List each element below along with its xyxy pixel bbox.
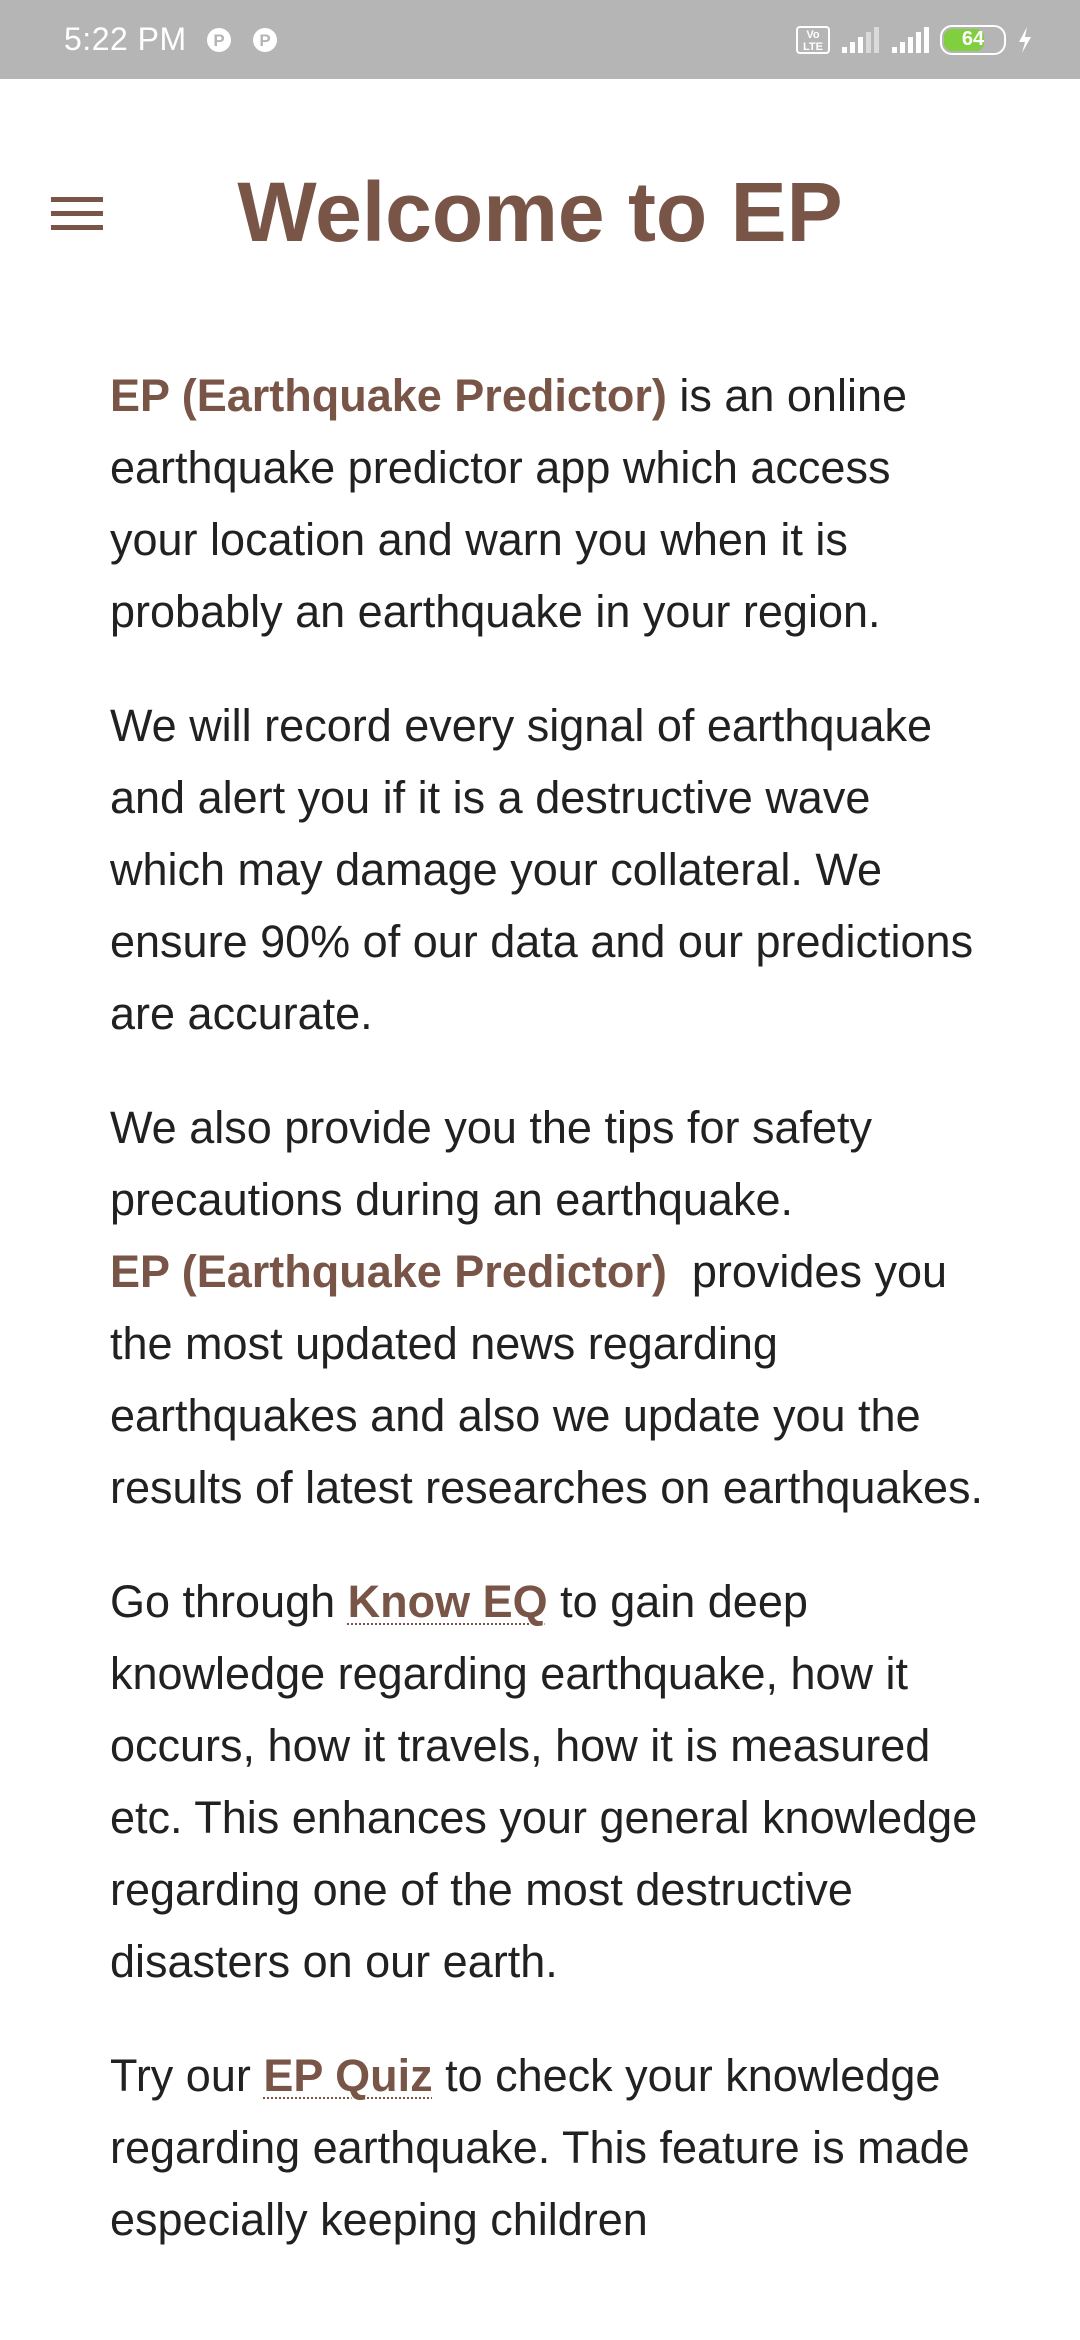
- paragraph-text: Go through: [110, 1576, 348, 1627]
- status-bar: 5:22 PM P P Vo LTE 64: [0, 0, 1080, 79]
- tips-paragraph: We also provide you the tips for safety …: [110, 1092, 990, 1524]
- know-eq-paragraph: Go through Know EQ to gain deep knowledg…: [110, 1566, 990, 1998]
- page-title: Welcome to EP: [237, 165, 843, 259]
- intro-paragraph: EP (Earthquake Predictor) is an online e…: [110, 360, 990, 648]
- battery-level: 64: [961, 28, 985, 50]
- paragraph-text: to gain deep knowledge regarding earthqu…: [110, 1576, 990, 1987]
- svg-text:P: P: [213, 31, 224, 50]
- brand-name: EP (Earthquake Predictor): [110, 1246, 667, 1297]
- status-time: 5:22 PM: [64, 21, 187, 57]
- paragraph-text: to check your knowledge regarding earthq…: [110, 2050, 983, 2245]
- notification-p-icon: P: [205, 26, 233, 54]
- cell-signal-icon: [842, 26, 879, 53]
- paragraph-text: We also provide you the tips for safety …: [110, 1102, 873, 1225]
- cell-signal-icon: [892, 26, 929, 53]
- menu-button[interactable]: [44, 180, 110, 246]
- svg-text:P: P: [259, 31, 270, 50]
- quiz-paragraph: Try our EP Quiz to check your knowledge …: [110, 2040, 990, 2256]
- ep-quiz-link[interactable]: EP Quiz: [263, 2050, 433, 2101]
- main-content: EP (Earthquake Predictor) is an online e…: [110, 360, 990, 2298]
- volte-icon: Vo LTE: [796, 25, 830, 54]
- signal-paragraph: We will record every signal of earthquak…: [110, 690, 990, 1050]
- paragraph-text: is an online earthquake predictor app wh…: [110, 370, 908, 637]
- battery-icon: 64: [940, 24, 1006, 55]
- notification-p-icon: P: [251, 26, 279, 54]
- know-eq-link[interactable]: Know EQ: [347, 1576, 548, 1627]
- hamburger-menu-icon: [51, 197, 103, 230]
- charging-bolt-icon: [1019, 26, 1031, 53]
- paragraph-text: provides you the most updated news regar…: [110, 1246, 983, 1513]
- paragraph-text: We will record every signal of earthquak…: [110, 700, 974, 1039]
- brand-name: EP (Earthquake Predictor): [110, 370, 667, 421]
- bottom-clip: [0, 2290, 1080, 2340]
- paragraph-text: Try our: [110, 2050, 264, 2101]
- status-icons: Vo LTE 64: [796, 24, 1034, 55]
